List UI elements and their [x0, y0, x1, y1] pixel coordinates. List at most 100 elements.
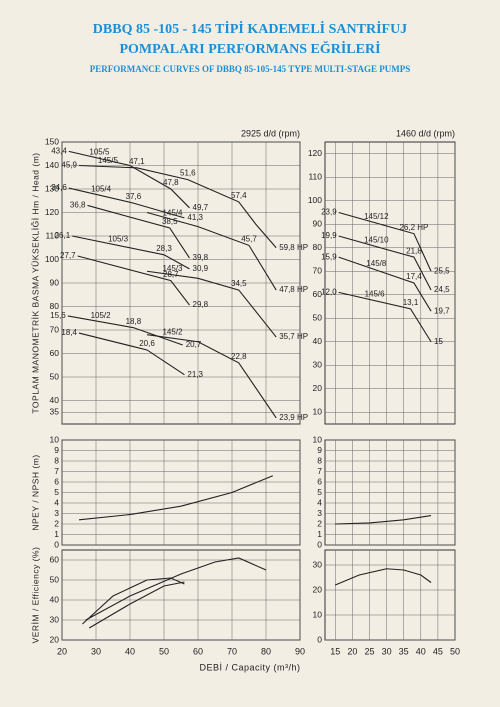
y-tick-label: 70 [50, 324, 60, 334]
y-tick-label: 5 [54, 487, 59, 497]
y-tick-label: 0 [54, 539, 59, 549]
power-label: 26,2 HP [399, 223, 428, 232]
power-label: 21,8 [406, 246, 422, 255]
x-tick-label: 20 [57, 646, 67, 656]
y-tick-label: 30 [313, 559, 323, 569]
curve-name: 145/3 [162, 264, 183, 273]
y-tick-label: 9 [317, 445, 322, 455]
power-label: 26,1 [55, 231, 71, 240]
y-tick-label: 10 [313, 407, 323, 417]
y-tick-label: 40 [50, 594, 60, 604]
y-tick-label: 150 [45, 136, 59, 146]
x-tick-label: 90 [295, 646, 305, 656]
curve [82, 577, 185, 625]
y-tick-label: 5 [317, 487, 322, 497]
y-tick-label: 80 [50, 301, 60, 311]
x-tick-label: 15 [330, 646, 340, 656]
y-tick-label: 8 [54, 455, 59, 465]
y-tick-label: 50 [313, 313, 323, 323]
y-tick-label: 9 [54, 445, 59, 455]
panel-frame [61, 549, 301, 641]
y-tick-label: 90 [50, 277, 60, 287]
curve [78, 475, 274, 521]
power-label: 27,7 [60, 251, 76, 260]
power-label: 43,4 [51, 147, 67, 156]
y-tick-label: 1 [54, 529, 59, 539]
y-tick-label: 50 [50, 574, 60, 584]
curve-name: 145/10 [364, 236, 389, 245]
curve-name: 105/5 [89, 148, 110, 157]
curve [338, 211, 432, 272]
power-label: 23,9 [321, 208, 337, 217]
y-tick-label: 80 [313, 242, 323, 252]
x-tick-label: 20 [347, 646, 357, 656]
curve [146, 270, 277, 338]
curve [77, 255, 190, 306]
power-label: 20,7 [186, 340, 202, 349]
power-label: 38,5 [162, 217, 178, 226]
y-tick-label: 7 [317, 466, 322, 476]
power-label: 12,0 [321, 288, 337, 297]
y-tick-label: 40 [313, 336, 323, 346]
curve [338, 235, 432, 291]
power-label: 15,6 [50, 311, 66, 320]
y-tick-label: 2 [317, 518, 322, 528]
y-tick-label: 35 [50, 407, 60, 417]
curve [78, 332, 185, 376]
curve-name: 145/5 [98, 156, 119, 165]
curve [88, 581, 185, 629]
x-tick-label: 50 [450, 646, 460, 656]
english-title: PERFORMANCE CURVES OF DBBQ 85-105-145 TY… [90, 64, 410, 74]
y-tick-label: 6 [54, 476, 59, 486]
x-tick-label: 35 [399, 646, 409, 656]
speed-label: 1460 d/d (rpm) [396, 128, 455, 138]
y-tick-label: 3 [317, 508, 322, 518]
y-tick-label: 0 [317, 539, 322, 549]
curve [67, 315, 183, 346]
power-label: 15,9 [321, 252, 337, 261]
power-label: 47,1 [129, 157, 145, 166]
y-tick-label: 10 [313, 434, 323, 444]
power-label: 51,6 [180, 169, 196, 178]
power-label: 15 [434, 337, 443, 346]
curve [338, 256, 432, 312]
curve-name: 145/12 [364, 212, 389, 221]
curve-name: 145/4 [162, 209, 183, 218]
y-tick-label: 2 [54, 518, 59, 528]
power-label: 47,8 [163, 178, 179, 187]
power-label: 23,9 HP [279, 413, 308, 422]
x-axis-label: DEBİ / Capacity (m³/h) [199, 662, 300, 672]
x-tick-label: 50 [159, 646, 169, 656]
power-label: 21,3 [187, 370, 203, 379]
power-label: 25,5 [434, 266, 450, 275]
y-tick-label: 60 [50, 554, 60, 564]
panel-frame [324, 141, 456, 425]
curve-name: 105/3 [108, 235, 129, 244]
x-tick-label: 40 [125, 646, 135, 656]
power-label: 45,7 [241, 235, 257, 244]
y-tick-label: 8 [317, 455, 322, 465]
y-tick-label: 0 [317, 634, 322, 644]
x-tick-label: 30 [91, 646, 101, 656]
y-tick-label: 4 [54, 497, 59, 507]
power-label: 47,8 HP [279, 285, 308, 294]
curve [68, 150, 190, 209]
curve [146, 334, 277, 419]
x-tick-label: 25 [364, 646, 374, 656]
curve [335, 515, 432, 525]
curve [72, 235, 190, 270]
y-tick-label: 60 [313, 289, 323, 299]
power-label: 37,6 [126, 192, 142, 201]
y-tick-label: 6 [317, 476, 322, 486]
x-tick-label: 80 [261, 646, 271, 656]
curve-name: 145/6 [365, 290, 386, 299]
y-tick-label: 120 [45, 207, 59, 217]
power-label: 28,3 [156, 244, 172, 253]
power-label: 29,8 [193, 300, 209, 309]
y-tick-label: 1 [317, 529, 322, 539]
y-tick-label: 10 [313, 609, 323, 619]
x-tick-label: 40 [416, 646, 426, 656]
power-label: 57,4 [231, 191, 247, 200]
curve [78, 164, 277, 249]
